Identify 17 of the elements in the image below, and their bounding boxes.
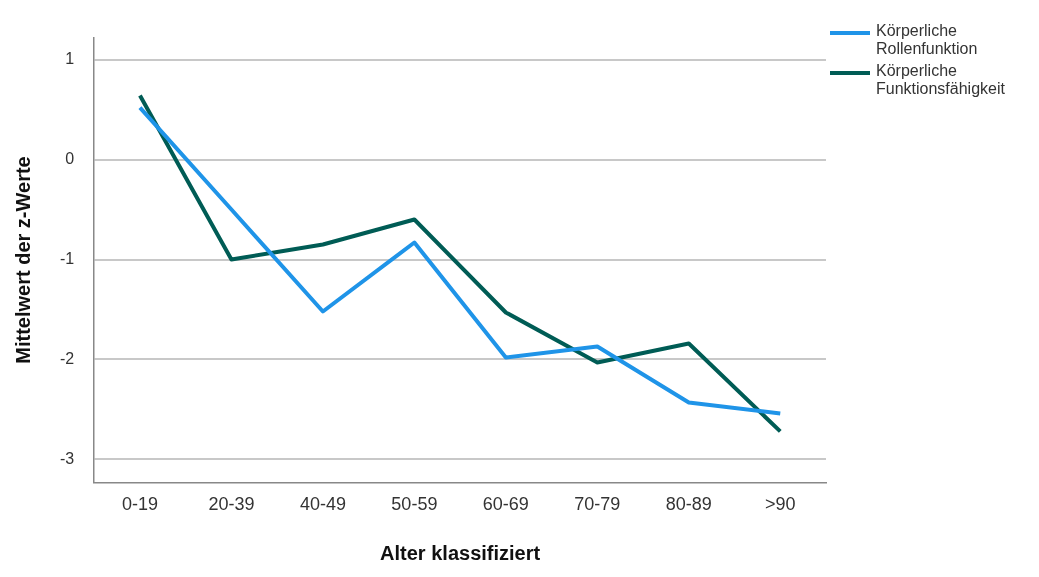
legend-label: Körperliche Funktionsfähigkeit [876,62,1006,98]
y-tick-label: 0 [65,149,75,167]
x-tick-label: 70-79 [574,494,621,515]
x-tick-label: 40-49 [299,494,346,515]
x-tick-label: 50-59 [391,494,438,515]
x-tick-label: 60-69 [482,494,529,515]
x-tick-label: 80-89 [665,494,712,515]
x-axis-title: Alter klassifiziert [380,541,541,564]
y-tick-label: 1 [65,50,75,67]
y-tick-label: -1 [59,249,75,267]
y-axis-title: Mittelwert der z-Werte [11,156,34,364]
x-tick-label: 20-39 [208,494,255,515]
x-tick-label: 0-19 [121,494,158,515]
x-tick-label: >90 [764,494,796,515]
legend-label: Körperliche Rollenfunktion [876,22,979,58]
y-tick-label: -3 [59,449,75,467]
y-tick-label: -2 [59,349,75,367]
